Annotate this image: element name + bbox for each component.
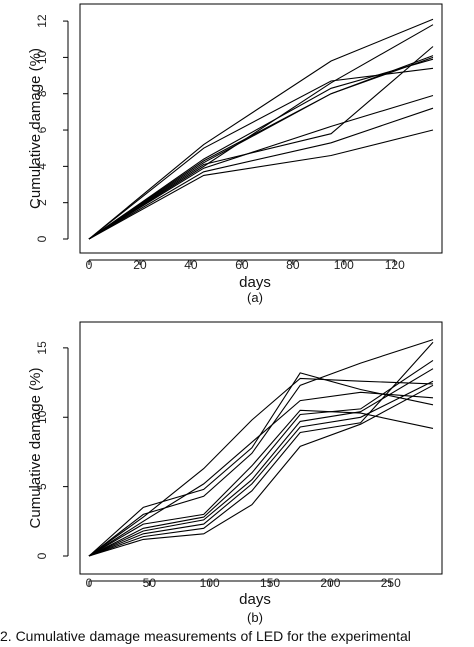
y-axis-label: Cumulative damage (%) [27, 48, 44, 209]
x-tick-label: 80 [286, 258, 300, 272]
series-line-6 [88, 359, 434, 557]
y-tick-label: 10 [35, 410, 49, 424]
chart-panel-b: 0 50 100 150 200 250 0 5 10 15 days Cumulative dama… [27, 321, 443, 625]
x-tick-label: 100 [200, 576, 220, 590]
x-tick-label: 50 [143, 576, 157, 590]
series-line-5 [88, 409, 434, 557]
x-tick-label: 0 [86, 576, 93, 590]
y-tick-label: 12 [35, 14, 49, 28]
y-tick-label: 5 [35, 483, 49, 490]
y-tick-label: 4 [35, 163, 49, 170]
x-tick-label: 120 [385, 258, 405, 272]
x-axis-label: days [239, 274, 271, 291]
series-line-10 [88, 129, 434, 240]
series-line-4 [88, 55, 434, 240]
y-tick-label: 10 [35, 50, 49, 64]
plot-frame [79, 321, 443, 575]
y-tick-label: 15 [35, 341, 49, 355]
y-tick-label: 2 [35, 199, 49, 206]
series-line-6 [88, 46, 434, 240]
x-tick-label: 100 [334, 258, 354, 272]
x-tick-label: 0 [86, 258, 93, 272]
series-line-3 [88, 377, 434, 557]
series-line-7 [88, 368, 434, 557]
series-line-8 [88, 94, 434, 240]
chart-panel-a: 0 20 40 60 80 100 120 0 2 4 6 8 10 12 days Cumulative d… [27, 3, 443, 305]
series-line-3 [88, 58, 434, 240]
y-tick-label: 8 [35, 90, 49, 97]
x-tick-label: 250 [381, 576, 401, 590]
y-axis-label: Cumulative damage (%) [27, 368, 44, 529]
series-line-4 [88, 391, 434, 557]
series-line-2 [88, 339, 434, 557]
series-line-9 [88, 107, 434, 240]
y-tick-label: 6 [35, 126, 49, 133]
plot-frame [79, 3, 443, 254]
series-line-9 [88, 341, 434, 557]
x-tick-label: 200 [320, 576, 340, 590]
series-line-1 [88, 372, 434, 557]
panel-label: (b) [247, 610, 263, 625]
x-tick-label: 20 [133, 258, 147, 272]
figure-caption: 2. Cumulative damage measurements of LED… [0, 628, 411, 644]
x-tick-label: 40 [184, 258, 198, 272]
y-tick-label: 0 [35, 552, 49, 559]
series-line-1 [88, 18, 434, 240]
series-line-8 [88, 380, 434, 557]
x-tick-label: 60 [235, 258, 249, 272]
series-line-10 [88, 384, 434, 557]
series-line-5 [88, 56, 434, 240]
y-tick-label: 0 [35, 235, 49, 242]
series-line-2 [88, 67, 434, 240]
x-axis-label: days [239, 591, 271, 608]
panel-label: (a) [247, 290, 263, 305]
x-tick-label: 150 [260, 576, 280, 590]
series-line-7 [88, 24, 434, 240]
